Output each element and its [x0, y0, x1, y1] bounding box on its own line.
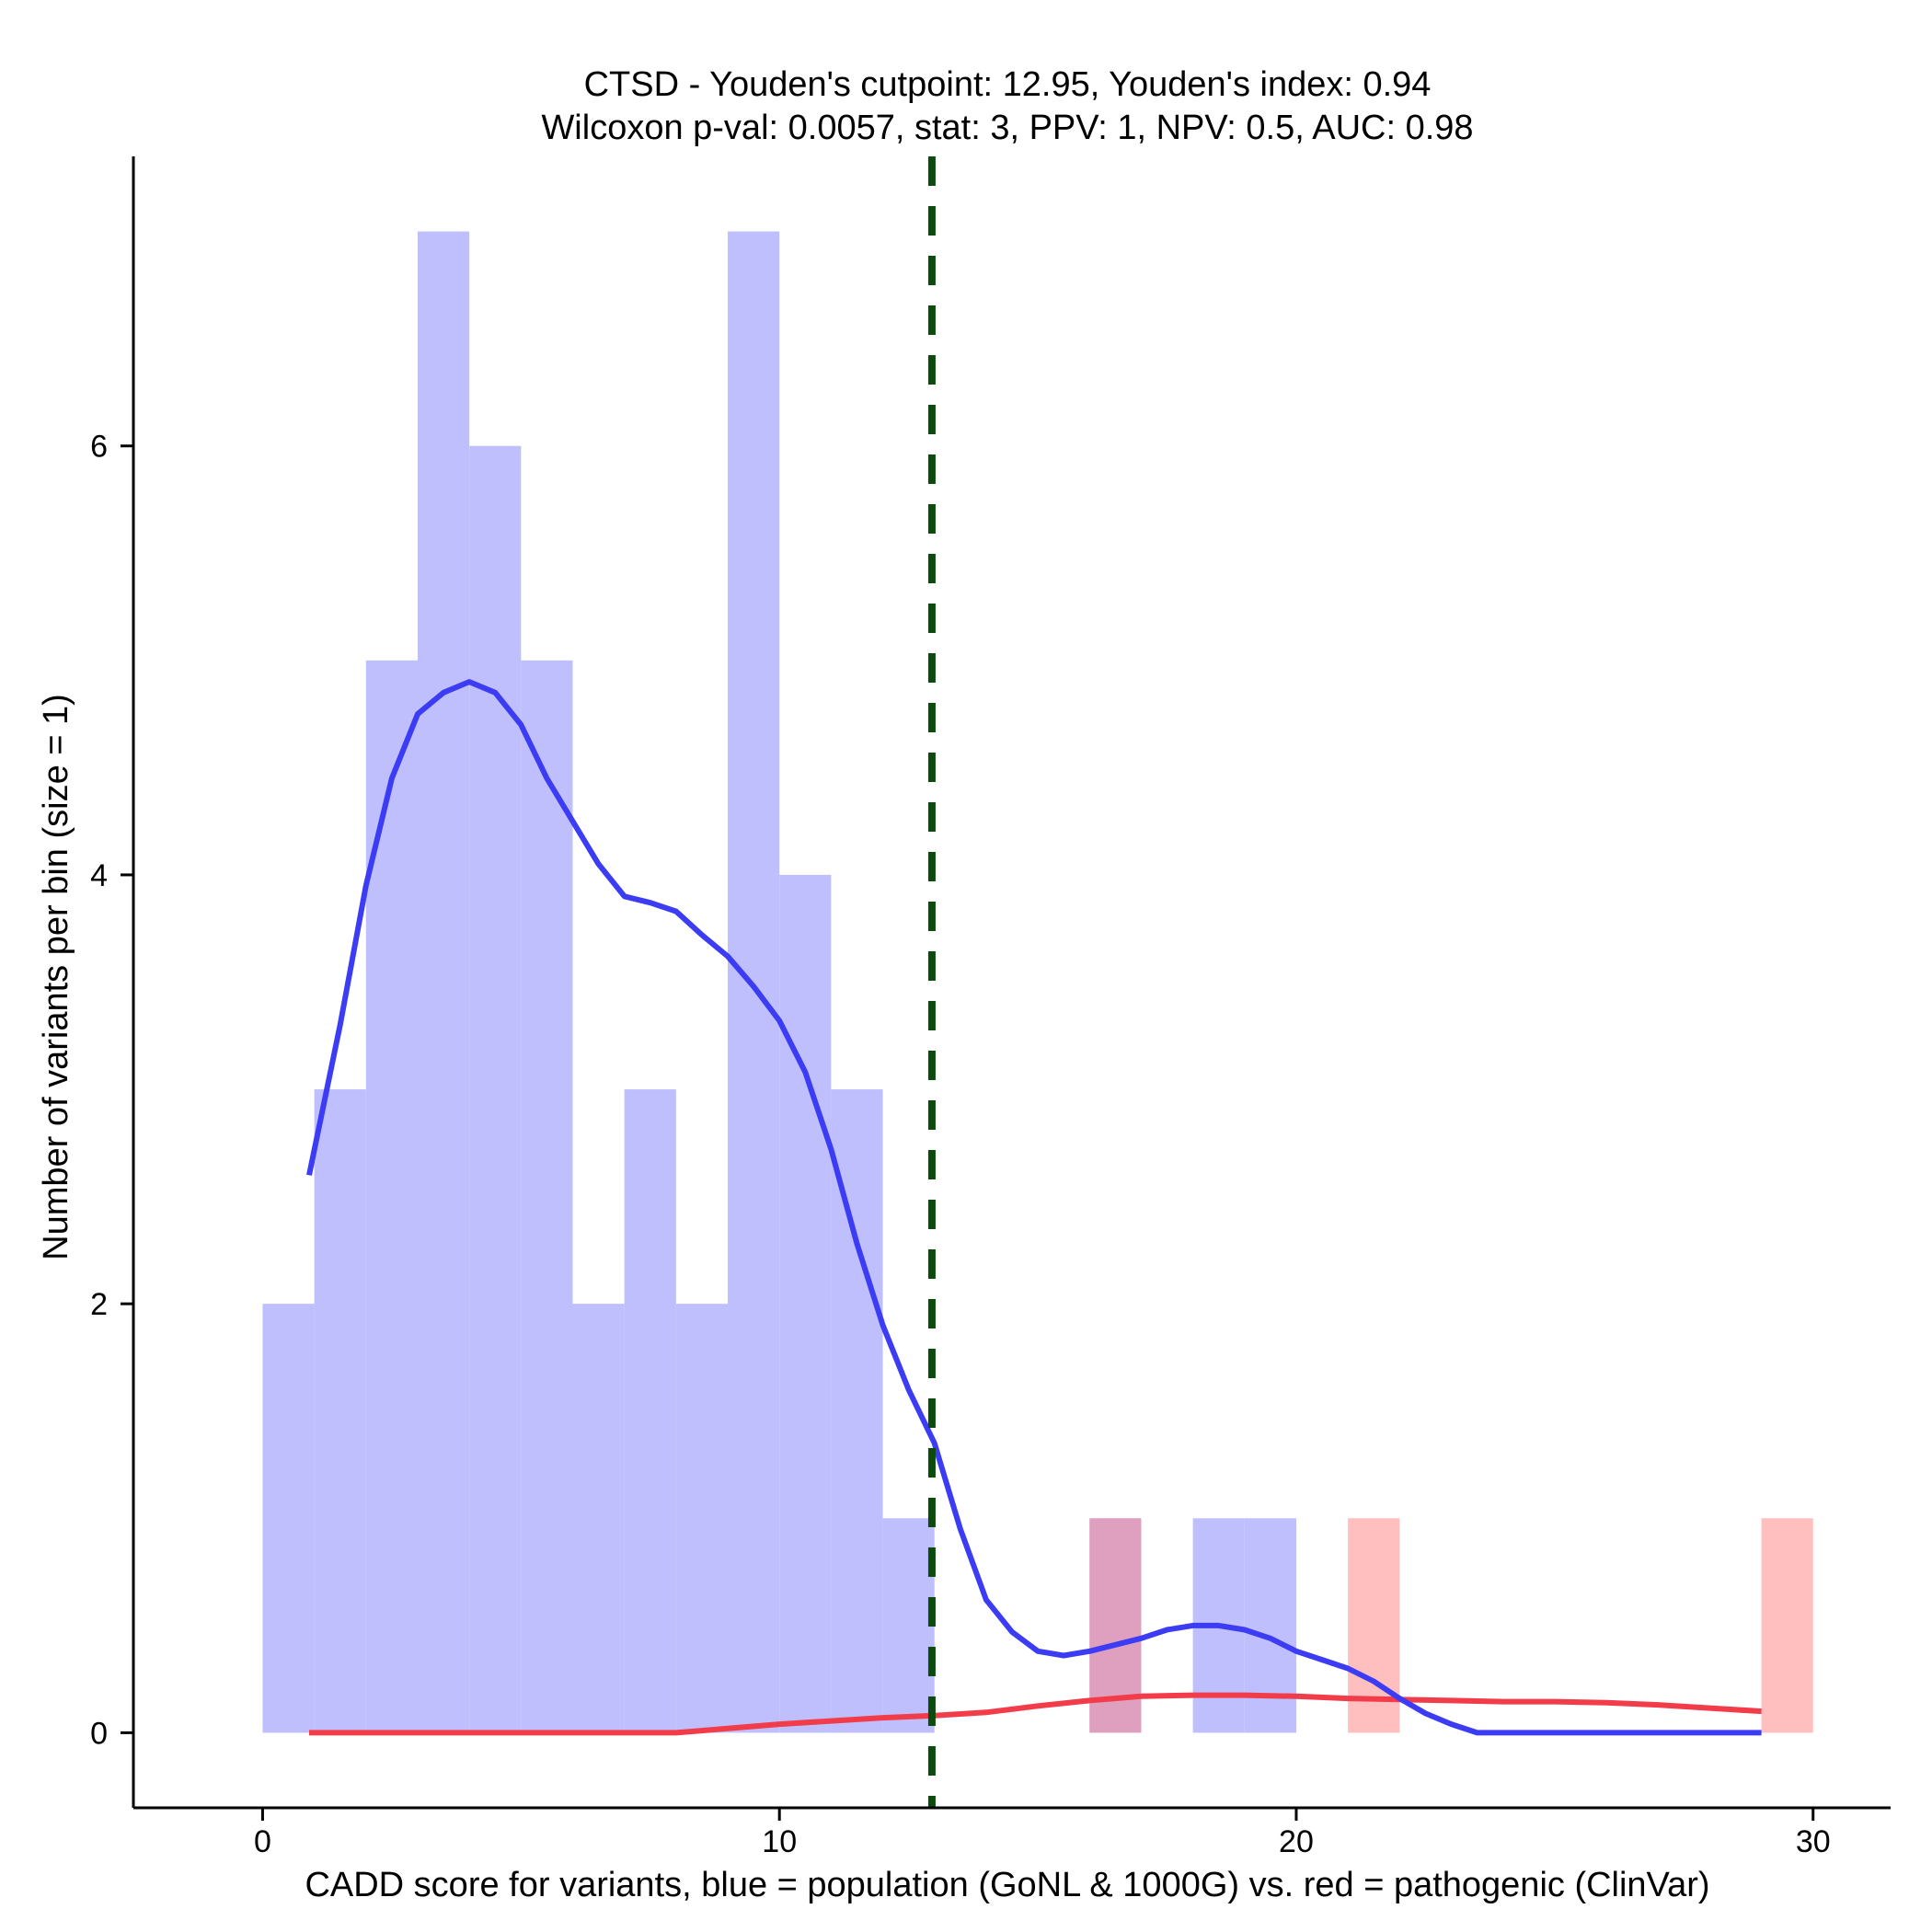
axes: 0 10 20 30 0 2 4 6 — [90, 156, 1891, 1859]
population-bar — [417, 231, 470, 1733]
x-tick-label: 20 — [1279, 1824, 1314, 1859]
x-axis-label: CADD score for variants, blue = populati… — [305, 1866, 1709, 1904]
plot-area — [262, 156, 1813, 1808]
chart-title-line-2: Wilcoxon p-val: 0.0057, stat: 3, PPV: 1,… — [541, 109, 1473, 147]
population-bar — [521, 660, 573, 1733]
x-axis-ticks: 0 10 20 30 — [254, 1808, 1831, 1859]
population-bar — [728, 231, 780, 1733]
y-axis-ticks: 0 2 4 6 — [90, 430, 133, 1751]
pathogenic-density-curve — [309, 1692, 1762, 1736]
y-tick-label: 6 — [90, 430, 108, 465]
x-tick-label: 0 — [254, 1824, 271, 1859]
population-bar — [624, 1089, 676, 1733]
population-bar — [831, 1089, 883, 1733]
population-bar — [1244, 1518, 1296, 1733]
chart-title-line-1: CTSD - Youden's cutpoint: 12.95, Youden'… — [584, 65, 1432, 104]
population-bar — [882, 1518, 935, 1733]
y-axis-label: Number of variants per bin (size = 1) — [37, 694, 75, 1260]
population-bar — [572, 1304, 625, 1733]
population-bar — [469, 445, 522, 1733]
population-bar — [314, 1089, 366, 1733]
population-bar — [262, 1304, 315, 1733]
population-bar — [365, 660, 418, 1733]
y-tick-label: 2 — [90, 1287, 108, 1322]
population-bar — [779, 874, 832, 1733]
density-curves — [306, 679, 1762, 1736]
y-tick-label: 4 — [90, 858, 108, 893]
pathogenic-bar — [1761, 1518, 1813, 1733]
population-density-curve — [306, 679, 1762, 1736]
population-bar — [675, 1304, 729, 1733]
x-tick-label: 10 — [762, 1824, 797, 1859]
y-tick-label: 0 — [90, 1716, 108, 1751]
histogram-bars — [262, 231, 1813, 1733]
x-tick-label: 30 — [1796, 1824, 1831, 1859]
